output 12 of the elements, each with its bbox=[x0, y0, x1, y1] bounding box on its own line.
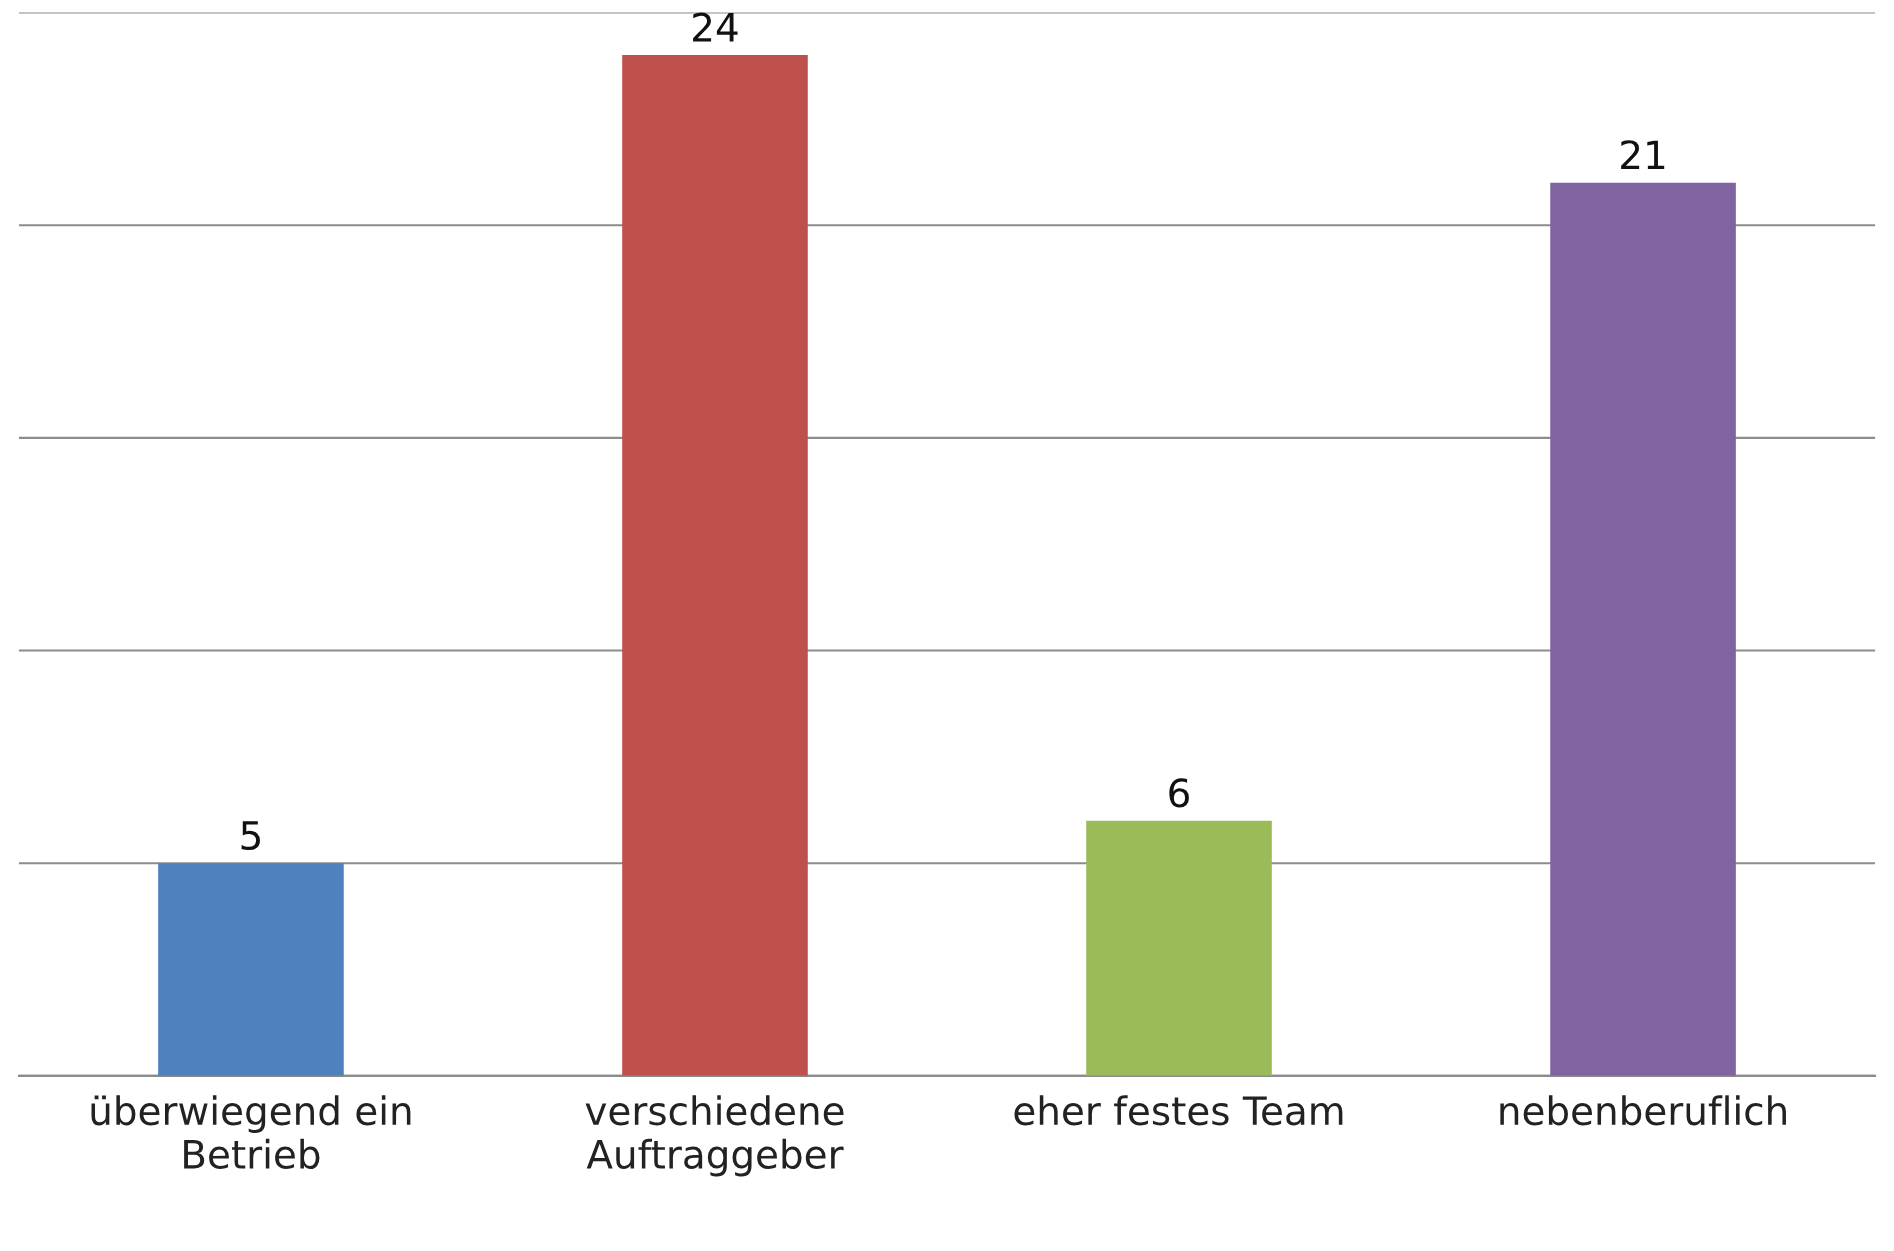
bar bbox=[1086, 820, 1272, 1076]
bar bbox=[158, 863, 344, 1076]
bar bbox=[622, 55, 808, 1076]
data-label: 24 bbox=[693, 12, 738, 42]
data-label: 5 bbox=[241, 821, 260, 851]
data-label: 6 bbox=[1169, 778, 1189, 808]
x-tick-label: verschiedene Auftraggeber bbox=[585, 1095, 844, 1177]
data-label: 21 bbox=[1621, 140, 1665, 169]
x-tick-label: eher festes Team bbox=[1014, 1095, 1343, 1126]
x-tick-label: nebenberuflich bbox=[1500, 1095, 1786, 1126]
bar bbox=[1550, 182, 1736, 1076]
x-tick-label: überwiegend ein Betrieb bbox=[91, 1095, 411, 1169]
